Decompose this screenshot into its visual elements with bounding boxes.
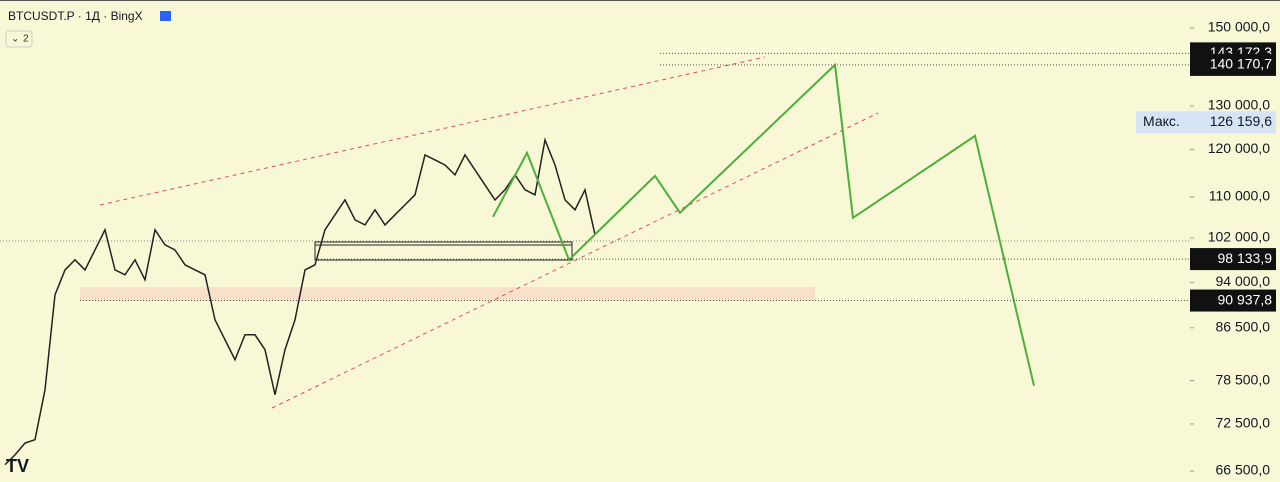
tick-label: 66 500,0 [1216, 462, 1271, 478]
chevron: ⌄ [11, 34, 19, 45]
price-tag-label: 140 170,7 [1210, 56, 1272, 72]
symbol[interactable]: BTCUSDT.P · 1Д · BingX [8, 9, 143, 23]
logo: TV [6, 456, 29, 476]
channel-bottom [271, 112, 879, 409]
channel-top [99, 56, 766, 206]
tick-label: 72 500,0 [1216, 415, 1271, 431]
flag-icon [160, 11, 171, 21]
max-label: 126 159,6 [1210, 113, 1272, 129]
price-tag [1190, 248, 1276, 271]
tick-label: 102 000,0 [1208, 229, 1270, 245]
price-tag-label: 98 133,9 [1218, 250, 1273, 266]
range-box [314, 241, 573, 261]
tick-label: 86 500,0 [1216, 319, 1271, 335]
price-tag [1190, 289, 1276, 312]
projection-path [492, 62, 1035, 386]
indicator-count: 2 [23, 34, 29, 45]
max-tag [1136, 111, 1276, 134]
tick-label: 110 000,0 [1209, 188, 1270, 204]
tick-label: 78 500,0 [1216, 371, 1271, 387]
max-caption: Макс. [1143, 113, 1180, 129]
price-line [4, 137, 596, 466]
support-zone [80, 287, 815, 301]
price-tag-label: 90 937,8 [1218, 291, 1273, 307]
tick-label: 120 000,0 [1208, 140, 1270, 156]
indicator-toggle[interactable] [5, 30, 33, 48]
tick-label: 130 000,0 [1208, 97, 1270, 113]
price-tag [1190, 53, 1276, 76]
tick-label: 94 000,0 [1216, 273, 1271, 289]
tick-label: 150 000,0 [1208, 19, 1270, 35]
